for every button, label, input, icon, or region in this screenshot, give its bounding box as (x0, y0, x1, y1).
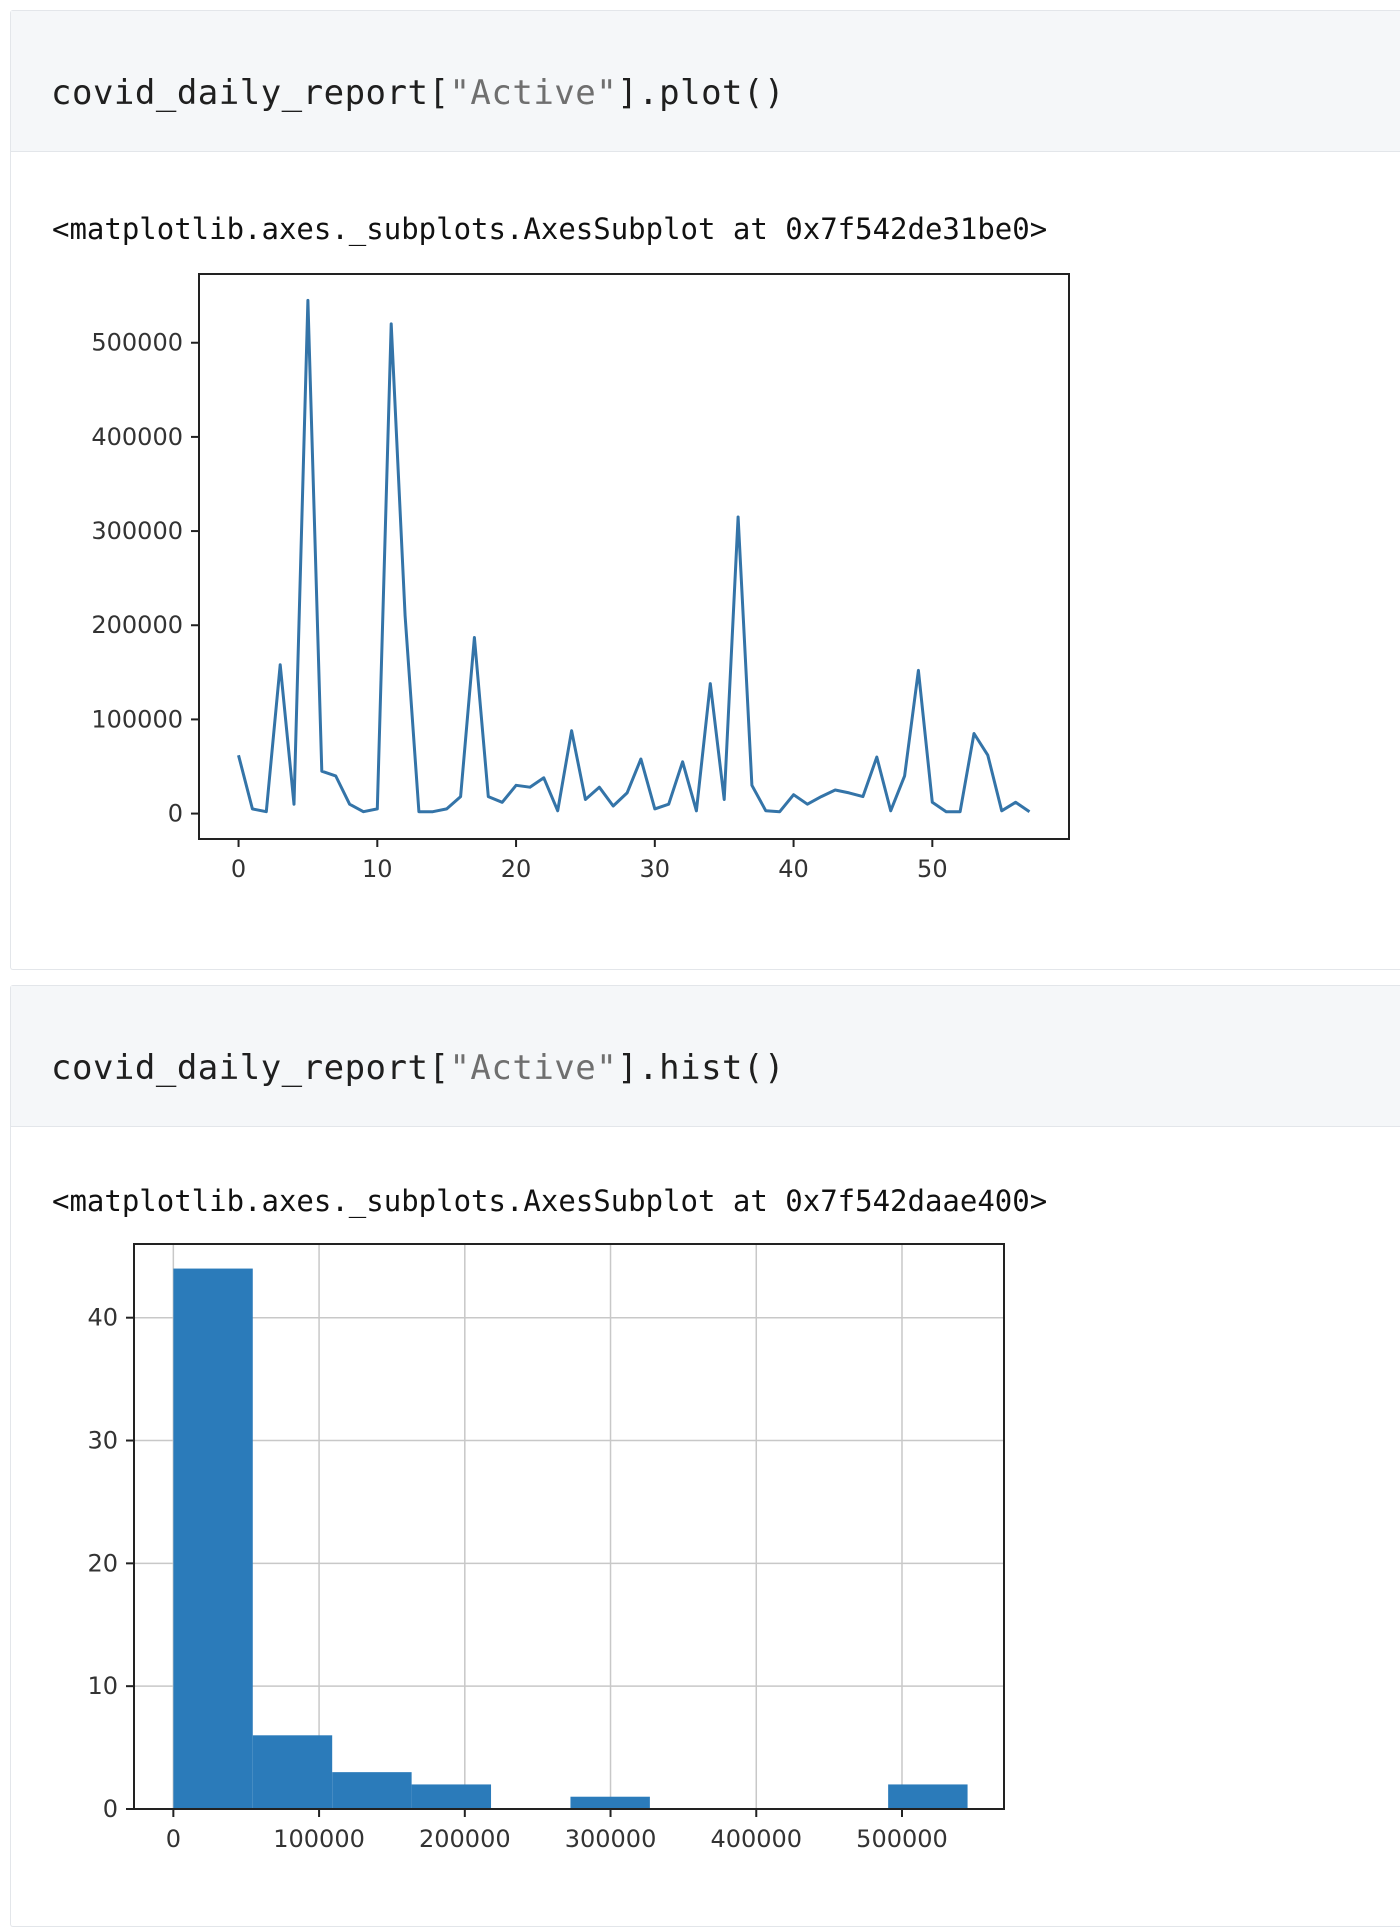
y-tick-label: 0 (103, 1795, 118, 1823)
histogram-bar (888, 1784, 968, 1809)
active-line (237, 298, 1031, 814)
y-tick-label: 20 (87, 1549, 118, 1577)
x-tick-label: 40 (778, 855, 809, 883)
x-tick-label: 30 (640, 855, 671, 883)
histogram-bar (570, 1796, 650, 1809)
output-repr-2: <matplotlib.axes._subplots.AxesSubplot a… (52, 1184, 1048, 1218)
y-tick-label: 400000 (91, 423, 183, 451)
x-tick-label: 10 (362, 855, 393, 883)
x-tick-label: 0 (231, 855, 246, 883)
line-chart: 0 10 20 30 40 50 0 100000 200000 300000 400000 5000… (91, 273, 1070, 883)
x-tick-label: 300000 (565, 1825, 657, 1853)
output-repr-1: <matplotlib.axes._subplots.AxesSubplot a… (52, 212, 1048, 246)
x-tick-label: 0 (166, 1825, 181, 1853)
x-tick-label: 200000 (419, 1825, 511, 1853)
code-input-1[interactable]: covid_daily_report["Active"].plot() (11, 11, 1400, 152)
code-prefix: covid_daily_report[ (51, 73, 450, 113)
y-tick-label: 0 (168, 800, 183, 828)
x-tick-label: 50 (917, 855, 948, 883)
y-tick-label: 10 (87, 1672, 118, 1700)
y-tick-label: 40 (87, 1304, 118, 1332)
y-tick-label: 30 (87, 1427, 118, 1455)
code-line-1[interactable]: covid_daily_report["Active"].plot() (51, 73, 785, 113)
code-string: "Active" (449, 73, 618, 113)
y-tick-label: 500000 (91, 329, 183, 357)
code-input-2[interactable]: covid_daily_report["Active"].hist() (11, 986, 1400, 1127)
code-string: "Active" (449, 1048, 618, 1088)
x-tick-label: 400000 (710, 1825, 802, 1853)
x-tick-label: 20 (501, 855, 532, 883)
plot-frame (198, 273, 1070, 840)
y-tick-label: 300000 (91, 517, 183, 545)
histogram-bar (411, 1784, 492, 1809)
histogram-bar (173, 1268, 253, 1809)
code-suffix: ].plot() (617, 73, 785, 113)
histogram-bar (332, 1772, 412, 1809)
y-tick-label: 100000 (91, 705, 183, 733)
x-tick-label: 500000 (856, 1825, 948, 1853)
notebook-cell-1[interactable]: covid_daily_report["Active"].plot() (10, 10, 1400, 970)
histogram-bar (252, 1735, 333, 1809)
x-tick-label: 100000 (273, 1825, 365, 1853)
code-prefix: covid_daily_report[ (51, 1048, 450, 1088)
code-line-2[interactable]: covid_daily_report["Active"].hist() (51, 1048, 785, 1088)
code-suffix: ].hist() (617, 1048, 785, 1088)
y-tick-label: 200000 (91, 611, 183, 639)
plot-frame (133, 1243, 1005, 1810)
